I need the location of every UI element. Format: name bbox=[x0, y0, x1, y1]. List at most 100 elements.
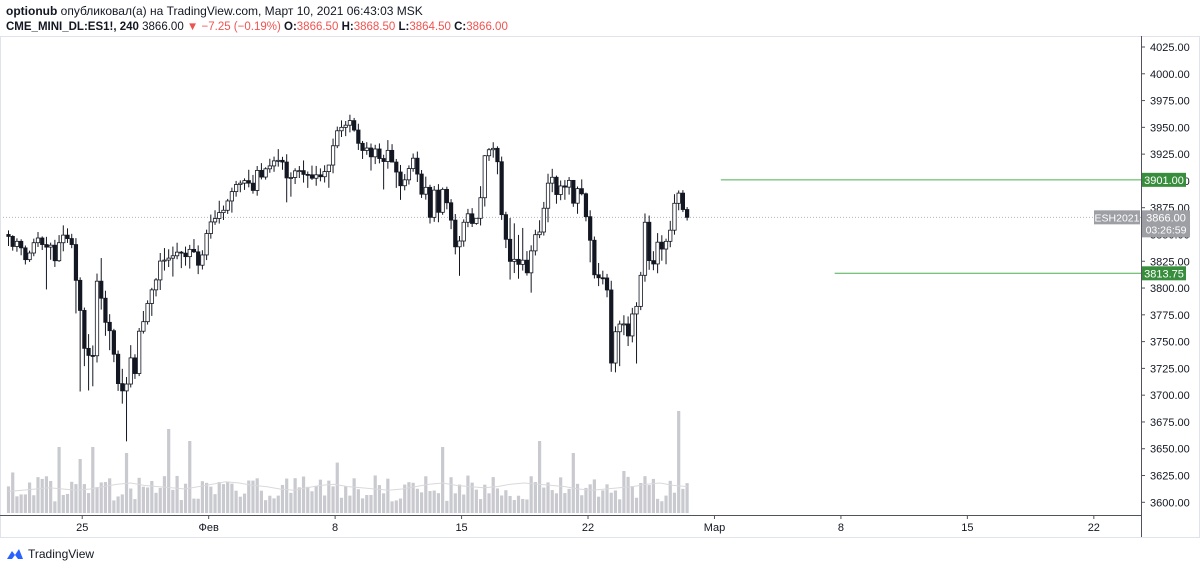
candle-body bbox=[158, 260, 163, 281]
candle-body bbox=[297, 170, 302, 173]
price-tick-label: 3600.00 bbox=[1150, 497, 1190, 509]
price-tick-label: 3975.00 bbox=[1150, 96, 1190, 108]
candle-body bbox=[107, 321, 112, 332]
price-level-label-bg bbox=[1142, 266, 1186, 281]
volume-bar bbox=[403, 484, 407, 513]
candle-body bbox=[398, 171, 403, 187]
volume-bar bbox=[112, 500, 116, 513]
candle-body bbox=[27, 252, 32, 261]
candle-body bbox=[69, 238, 74, 245]
volume-bar bbox=[369, 495, 373, 513]
volume-bar bbox=[424, 476, 428, 513]
candle-body bbox=[103, 297, 108, 323]
candle-body bbox=[545, 182, 551, 209]
volume-bar bbox=[533, 482, 537, 513]
volume-bar bbox=[192, 498, 196, 513]
price-tick-label: 3800.00 bbox=[1150, 283, 1190, 295]
volume-bar bbox=[529, 476, 533, 513]
candle-body bbox=[229, 191, 234, 202]
volume-bar bbox=[285, 478, 289, 513]
candle-body bbox=[668, 229, 673, 242]
volume-bar bbox=[65, 493, 70, 513]
candle-body bbox=[524, 259, 530, 274]
volume-bar bbox=[483, 484, 487, 513]
price-tick-label: 3625.00 bbox=[1150, 471, 1190, 483]
candle-body bbox=[364, 147, 369, 151]
volume-bar bbox=[49, 480, 53, 513]
candle-body bbox=[571, 179, 576, 204]
volume-bar bbox=[487, 493, 491, 513]
candle-body bbox=[52, 244, 57, 262]
candle-body bbox=[23, 247, 28, 261]
candle-body bbox=[642, 221, 648, 276]
volume-bar bbox=[103, 482, 108, 513]
price-tick-label: 3650.00 bbox=[1150, 444, 1190, 456]
volume-bar bbox=[61, 495, 65, 513]
volume-bar bbox=[108, 478, 112, 513]
volume-bar bbox=[276, 495, 280, 513]
price-tick-label: 3700.00 bbox=[1150, 390, 1190, 402]
candle-body bbox=[111, 330, 116, 355]
author-name[interactable]: optionub bbox=[6, 4, 58, 18]
candle-body bbox=[385, 149, 390, 162]
volume-bar bbox=[129, 488, 133, 513]
candle-body bbox=[330, 145, 336, 166]
volume-bar bbox=[323, 495, 327, 513]
volume-bar bbox=[656, 498, 660, 513]
volume-bar bbox=[436, 493, 441, 513]
change-arrow-icon: ▼ bbox=[186, 21, 199, 33]
tradingview-logo-icon bbox=[7, 549, 23, 559]
volume-bar bbox=[247, 480, 251, 513]
volume-ma-line bbox=[8, 481, 688, 492]
symbol-tag-bg bbox=[1094, 210, 1140, 225]
last-price-label: 3866.00 bbox=[1146, 212, 1186, 224]
candle-body bbox=[293, 170, 298, 178]
volume-bar bbox=[86, 493, 91, 513]
candle-body bbox=[208, 221, 213, 234]
candle-body bbox=[419, 173, 424, 195]
price-tick-label: 4000.00 bbox=[1150, 69, 1190, 81]
candle-body bbox=[377, 148, 382, 159]
volume-bar bbox=[19, 494, 23, 513]
brand-name: TradingView bbox=[28, 547, 95, 561]
candle-body bbox=[284, 161, 289, 179]
candle-body bbox=[343, 124, 348, 128]
volume-bar bbox=[27, 482, 32, 513]
candle-body bbox=[613, 331, 618, 364]
candle-body bbox=[318, 174, 323, 178]
candle-body bbox=[78, 279, 83, 311]
volume-bar bbox=[162, 476, 167, 513]
low-label: L: bbox=[398, 21, 410, 33]
volume-bar bbox=[546, 482, 550, 513]
candle-body bbox=[288, 177, 294, 179]
candle-body bbox=[512, 258, 517, 262]
price-tick-label: 4025.00 bbox=[1150, 42, 1190, 54]
candle-body bbox=[267, 165, 272, 170]
volume-bar bbox=[318, 479, 323, 513]
volume-bar bbox=[462, 494, 466, 513]
close-value: 3866.00 bbox=[466, 21, 508, 33]
low-value: 3864.50 bbox=[409, 21, 451, 33]
volume-series bbox=[6, 411, 689, 513]
candle-body bbox=[436, 189, 441, 213]
volume-bar bbox=[171, 489, 175, 513]
time-axis[interactable]: 25 Фев 8 15 22 Мар 8 15 22 bbox=[76, 515, 1100, 534]
volume-bar bbox=[618, 499, 622, 513]
volume-bar bbox=[209, 486, 213, 513]
candle-body bbox=[427, 186, 433, 218]
candle-body bbox=[579, 188, 584, 195]
footer-brand[interactable]: TradingView bbox=[6, 544, 94, 564]
candle-body bbox=[19, 240, 24, 249]
candle-body bbox=[204, 233, 209, 256]
volume-bar bbox=[500, 495, 504, 513]
candle-body bbox=[621, 323, 626, 326]
candle-body bbox=[655, 241, 660, 265]
candle-body bbox=[659, 241, 664, 250]
candle-body bbox=[326, 164, 331, 172]
volume-bar bbox=[158, 487, 162, 513]
volume-bar bbox=[554, 493, 559, 513]
candle-body bbox=[461, 221, 466, 242]
candle-body bbox=[634, 305, 639, 315]
price-tick-label: 3925.00 bbox=[1150, 149, 1190, 161]
